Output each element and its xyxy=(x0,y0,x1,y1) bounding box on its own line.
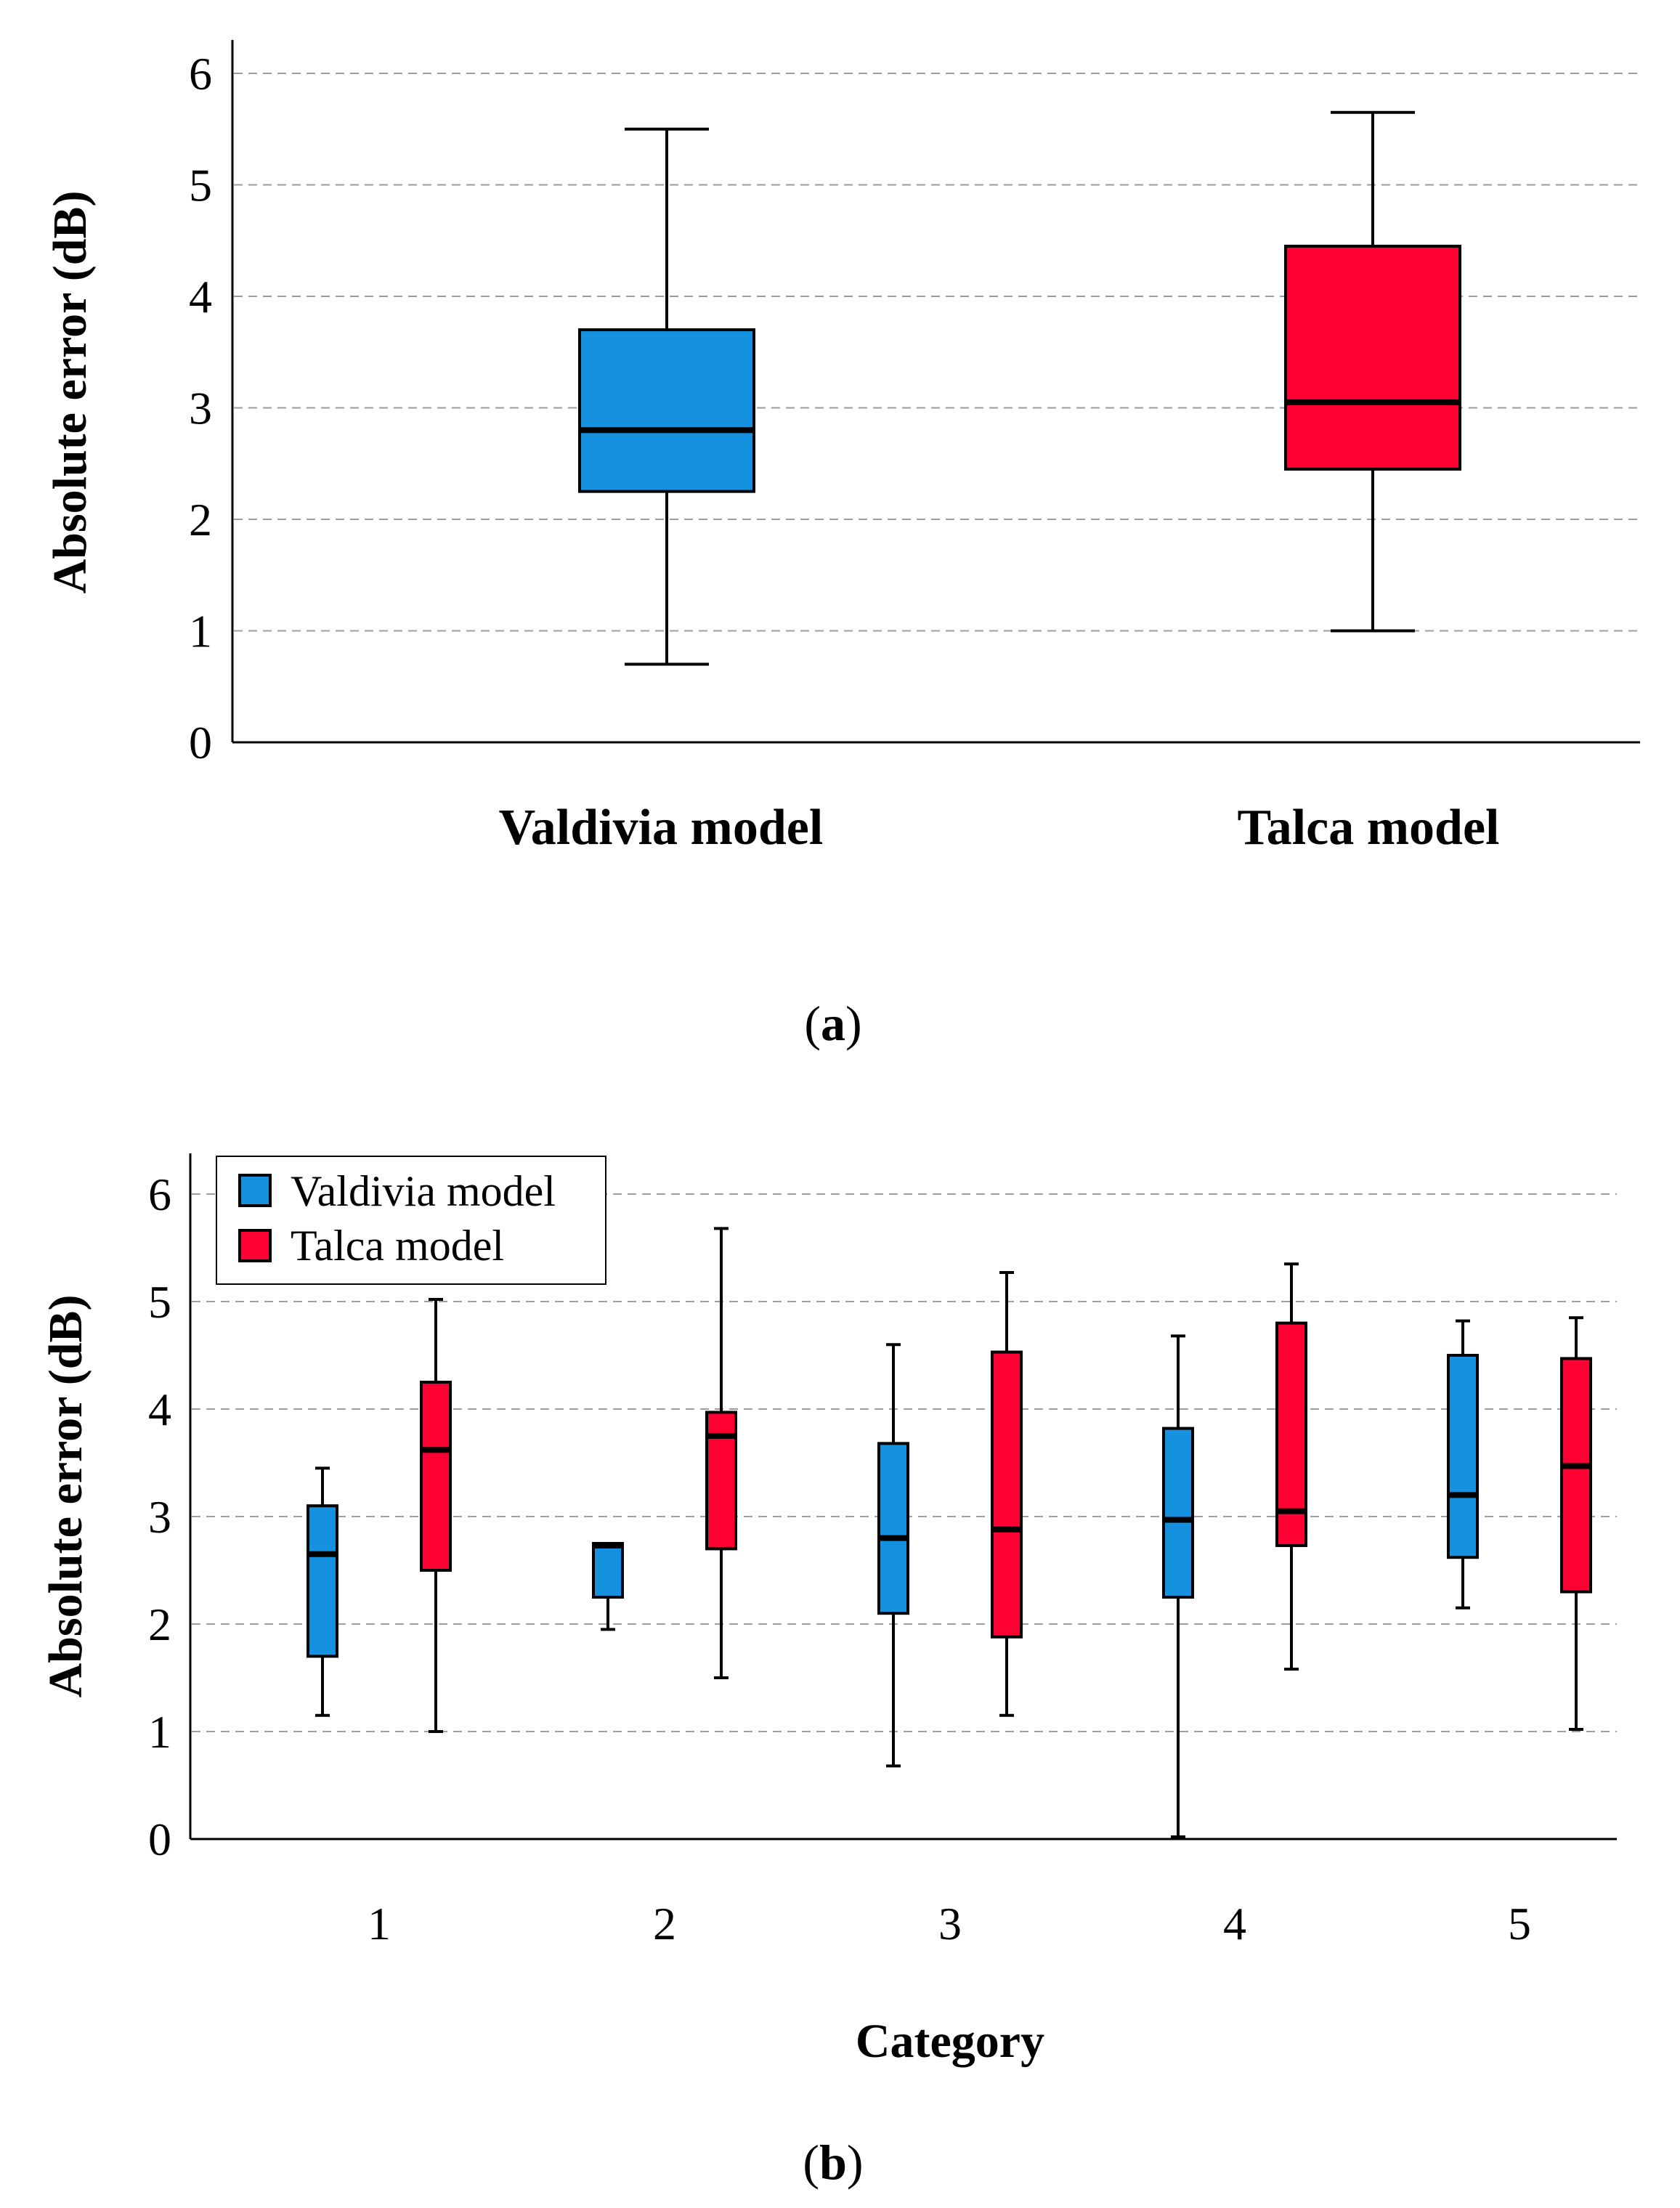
panel-b-y-axis-title: Absolute error (dB) xyxy=(39,1295,92,1698)
panel-b-chart: 0 1 2 3 4 5 6 1 2 3 4 5 Absolute error (dB) Catego… xyxy=(39,1153,1617,2190)
panel-a-y-tick-label: 1 xyxy=(189,606,212,657)
panel-b-box-talca-cat-1-iqr-box xyxy=(420,1381,452,1572)
panel-b-y-tick-label: 5 xyxy=(148,1276,171,1328)
panel-b-box-talca-cat-3 xyxy=(991,1271,1023,1717)
panel-b-x-tick-label: 5 xyxy=(1508,1898,1531,1949)
panel-b-box-talca-cat-2-iqr-box xyxy=(705,1411,737,1551)
panel-a-label: (a) xyxy=(804,996,861,1051)
panel-b-boxes xyxy=(307,1227,1592,1839)
panel-a-y-tick-label: 6 xyxy=(189,48,212,100)
legend-frame xyxy=(216,1156,606,1285)
panel-b-x-tick-label: 2 xyxy=(653,1898,676,1949)
panel-a-category-label-talca: Talca model xyxy=(1237,800,1499,856)
panel-a-y-axis-title: Absolute error (dB) xyxy=(44,191,97,594)
panel-b-legend: Valdivia model Talca model xyxy=(216,1156,606,1285)
panel-b-box-valdivia-cat-5-iqr-box xyxy=(1447,1354,1479,1559)
panel-b-x-tick-label: 3 xyxy=(938,1898,962,1949)
panel-b-box-valdivia-cat-4 xyxy=(1162,1334,1194,1839)
panel-a-y-tick-label: 5 xyxy=(189,160,212,211)
panel-b-box-valdivia-cat-5 xyxy=(1447,1319,1479,1610)
panel-b-box-valdivia-cat-3-iqr-box xyxy=(877,1442,909,1615)
panel-b-label: (b) xyxy=(803,2135,863,2190)
panel-b-y-tick-labels: 0 1 2 3 4 5 6 xyxy=(148,1169,171,1865)
panel-a-letter: a xyxy=(821,996,845,1051)
panel-a-y-tick-label: 0 xyxy=(189,717,212,768)
panel-a-y-tick-label: 3 xyxy=(189,383,212,434)
panel-a-y-tick-labels: 0 1 2 3 4 5 6 xyxy=(189,48,212,768)
legend-label-talca: Talca model xyxy=(291,1222,504,1270)
legend-swatch-valdivia xyxy=(238,1174,272,1207)
panel-b-box-valdivia-cat-1 xyxy=(307,1466,338,1717)
panel-b-box-talca-cat-4 xyxy=(1275,1262,1307,1671)
panel-b-y-tick-label: 1 xyxy=(148,1706,171,1758)
panel-b-x-axis-title: Category xyxy=(856,2015,1044,2068)
panel-a-boxes xyxy=(578,110,1461,666)
panel-a-box-valdivia-iqr-box xyxy=(578,328,755,493)
panel-b-box-valdivia-cat-4-iqr-box xyxy=(1162,1426,1194,1599)
panel-b-x-tick-labels: 1 2 3 4 5 xyxy=(368,1898,1531,1949)
panel-b-box-talca-cat-5 xyxy=(1560,1316,1592,1732)
panel-b-y-tick-label: 4 xyxy=(148,1384,171,1435)
panel-b-x-tick-label: 4 xyxy=(1223,1898,1246,1949)
panel-b-y-tick-label: 3 xyxy=(148,1491,171,1543)
panel-b-y-tick-label: 2 xyxy=(148,1599,171,1650)
panel-a-box-talca xyxy=(1284,110,1461,633)
panel-a-box-talca-iqr-box xyxy=(1284,244,1461,471)
legend-label-valdivia: Valdivia model xyxy=(291,1167,556,1215)
panel-b-box-talca-cat-2 xyxy=(705,1227,737,1679)
panel-b-x-tick-label: 1 xyxy=(368,1898,391,1949)
panel-b-letter: b xyxy=(819,2135,847,2190)
panel-b-box-valdivia-cat-2-iqr-box xyxy=(592,1542,624,1599)
legend-swatch-talca xyxy=(238,1229,272,1262)
panel-a-y-tick-label: 2 xyxy=(189,494,212,545)
panel-a-category-label-valdivia: Valdivia model xyxy=(499,800,824,856)
panel-b-box-talca-cat-3-iqr-box xyxy=(991,1350,1023,1639)
panel-b-y-tick-label: 0 xyxy=(148,1814,171,1865)
panel-a-y-tick-label: 4 xyxy=(189,271,212,322)
panel-b-box-valdivia-cat-2 xyxy=(592,1542,624,1631)
panel-a-chart: 0 1 2 3 4 5 6 Absolute error (dB) Valdivia mod… xyxy=(44,40,1640,1051)
panel-b-box-valdivia-cat-1-iqr-box xyxy=(307,1504,338,1658)
panel-b-box-talca-cat-5-iqr-box xyxy=(1560,1357,1592,1594)
panel-b-y-tick-label: 6 xyxy=(148,1169,171,1220)
panel-a-box-valdivia xyxy=(578,127,755,666)
panel-b-box-talca-cat-1 xyxy=(420,1298,452,1733)
panel-a-gridlines xyxy=(234,73,1640,632)
panel-b-box-valdivia-cat-3 xyxy=(877,1343,909,1768)
